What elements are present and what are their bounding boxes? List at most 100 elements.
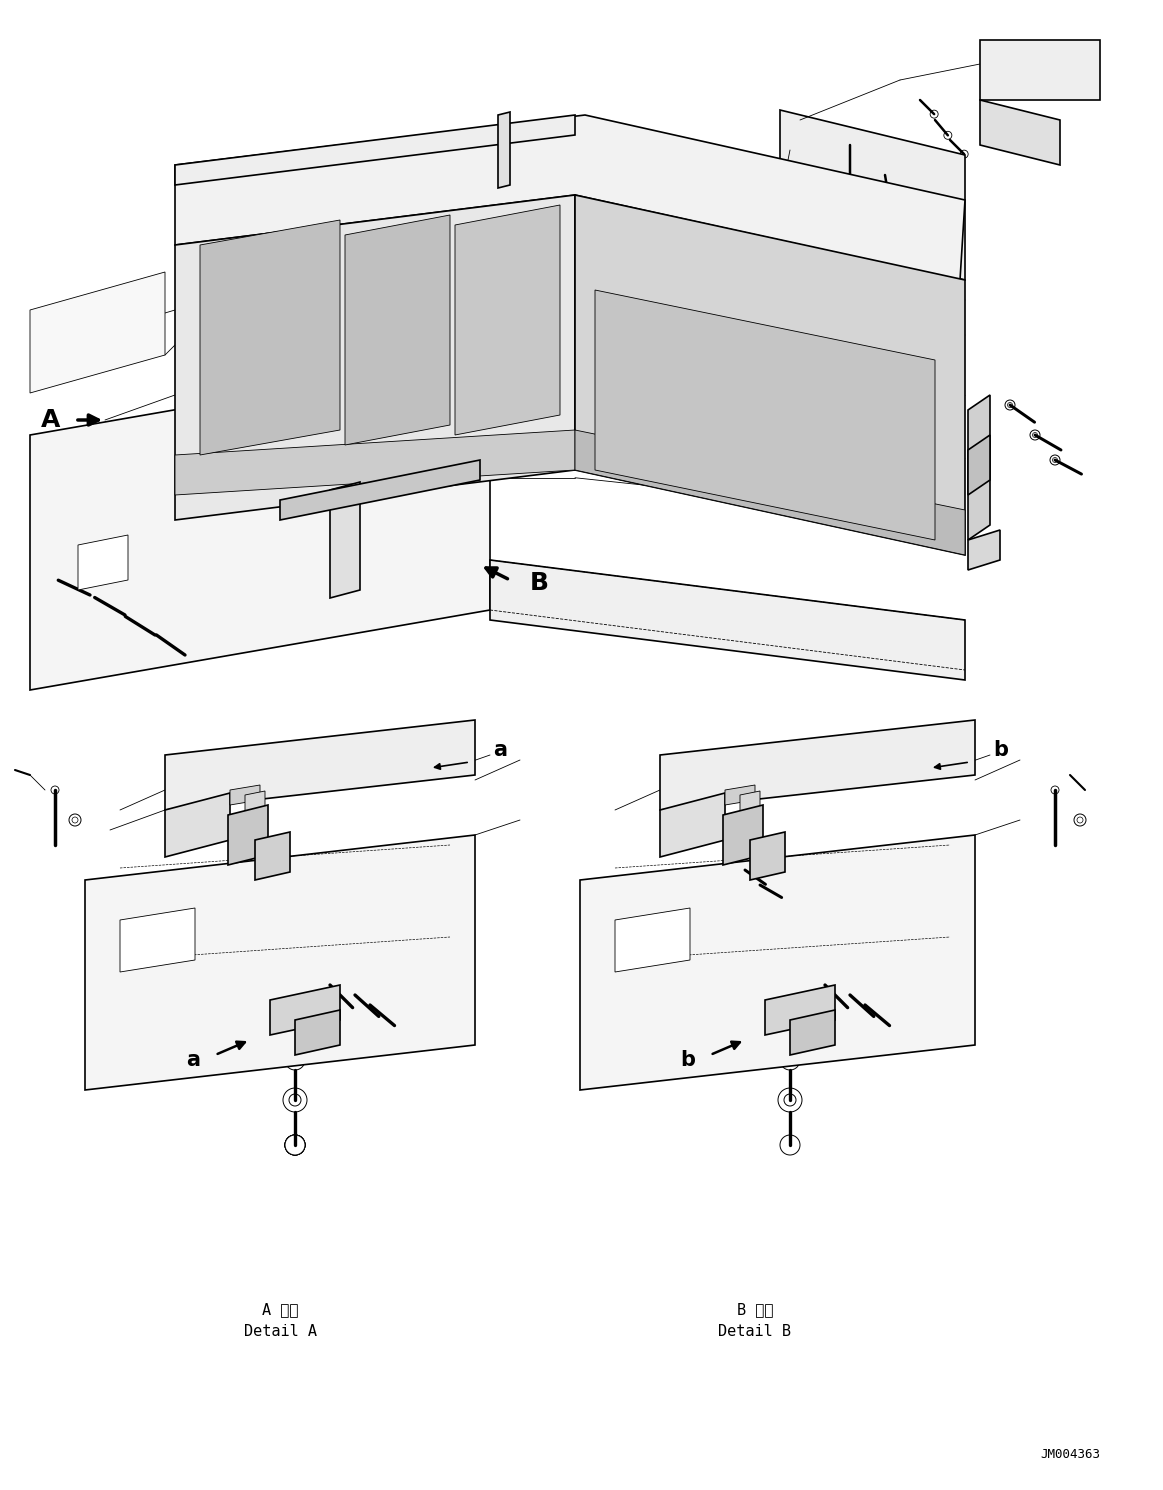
Ellipse shape [843, 198, 887, 219]
Polygon shape [723, 805, 763, 866]
Polygon shape [498, 112, 511, 188]
Circle shape [1050, 454, 1059, 465]
Circle shape [285, 1135, 305, 1155]
Circle shape [298, 522, 312, 535]
Polygon shape [295, 1010, 340, 1055]
Text: b: b [680, 1050, 695, 1070]
Circle shape [918, 198, 922, 203]
Circle shape [56, 578, 60, 583]
Polygon shape [790, 1010, 835, 1055]
Polygon shape [30, 355, 490, 690]
Polygon shape [255, 831, 290, 881]
Polygon shape [455, 206, 561, 435]
Polygon shape [165, 793, 230, 857]
Circle shape [301, 507, 309, 514]
Circle shape [297, 502, 313, 519]
Circle shape [51, 787, 59, 794]
Text: Detail A: Detail A [243, 1325, 316, 1340]
Circle shape [785, 1055, 795, 1065]
Text: A 詳細: A 詳細 [262, 1302, 298, 1317]
Circle shape [88, 338, 92, 343]
Polygon shape [490, 560, 965, 679]
Polygon shape [980, 40, 1100, 100]
Ellipse shape [468, 165, 512, 185]
Polygon shape [740, 791, 759, 834]
Circle shape [863, 188, 877, 203]
Circle shape [944, 131, 951, 140]
Polygon shape [680, 159, 755, 179]
Circle shape [283, 1088, 307, 1112]
Circle shape [285, 1050, 305, 1070]
Text: a: a [493, 741, 507, 760]
Polygon shape [245, 791, 265, 834]
Polygon shape [174, 115, 575, 185]
Polygon shape [330, 481, 361, 597]
Polygon shape [200, 221, 340, 454]
Circle shape [778, 1088, 802, 1112]
Circle shape [1030, 431, 1040, 440]
Circle shape [304, 153, 307, 156]
Polygon shape [595, 155, 659, 174]
Circle shape [324, 979, 336, 991]
Circle shape [364, 998, 376, 1012]
Circle shape [352, 992, 358, 998]
Circle shape [72, 817, 78, 822]
Circle shape [930, 110, 939, 118]
Circle shape [780, 1135, 800, 1155]
Polygon shape [174, 195, 575, 520]
Circle shape [961, 150, 968, 158]
Polygon shape [615, 907, 690, 971]
Circle shape [285, 1135, 305, 1155]
Circle shape [290, 1055, 300, 1065]
Circle shape [154, 632, 159, 638]
Polygon shape [575, 431, 965, 554]
Circle shape [387, 192, 404, 209]
Circle shape [1051, 787, 1059, 794]
Ellipse shape [388, 164, 402, 171]
Circle shape [847, 992, 852, 998]
Circle shape [368, 1001, 373, 1009]
Text: a: a [186, 1050, 200, 1070]
Polygon shape [230, 785, 261, 805]
Polygon shape [165, 720, 475, 811]
Circle shape [53, 575, 63, 586]
Circle shape [508, 158, 512, 162]
Circle shape [428, 148, 431, 152]
Circle shape [859, 998, 871, 1012]
Circle shape [90, 593, 100, 602]
Circle shape [69, 814, 81, 825]
Circle shape [368, 143, 372, 148]
Polygon shape [345, 215, 450, 446]
Polygon shape [85, 834, 475, 1091]
Circle shape [780, 1050, 800, 1070]
Polygon shape [78, 535, 128, 590]
Circle shape [880, 170, 890, 180]
Circle shape [822, 982, 828, 988]
Circle shape [120, 611, 130, 621]
Circle shape [844, 989, 856, 1001]
Circle shape [1077, 817, 1083, 822]
Circle shape [285, 1135, 305, 1155]
Polygon shape [750, 831, 785, 881]
Circle shape [883, 173, 887, 177]
Circle shape [1033, 432, 1037, 438]
Circle shape [702, 755, 708, 761]
Polygon shape [120, 907, 195, 971]
Circle shape [222, 752, 228, 758]
Ellipse shape [575, 156, 606, 170]
Circle shape [302, 524, 308, 530]
Text: A: A [41, 408, 60, 432]
Circle shape [349, 989, 361, 1001]
Circle shape [846, 140, 855, 150]
Circle shape [848, 143, 852, 148]
Circle shape [819, 979, 832, 991]
Polygon shape [659, 793, 725, 857]
Circle shape [285, 1135, 305, 1155]
Polygon shape [174, 431, 575, 495]
Circle shape [288, 1094, 301, 1106]
Circle shape [755, 881, 765, 890]
Circle shape [866, 191, 875, 200]
Ellipse shape [643, 161, 677, 176]
Polygon shape [228, 805, 267, 866]
Circle shape [327, 982, 333, 988]
